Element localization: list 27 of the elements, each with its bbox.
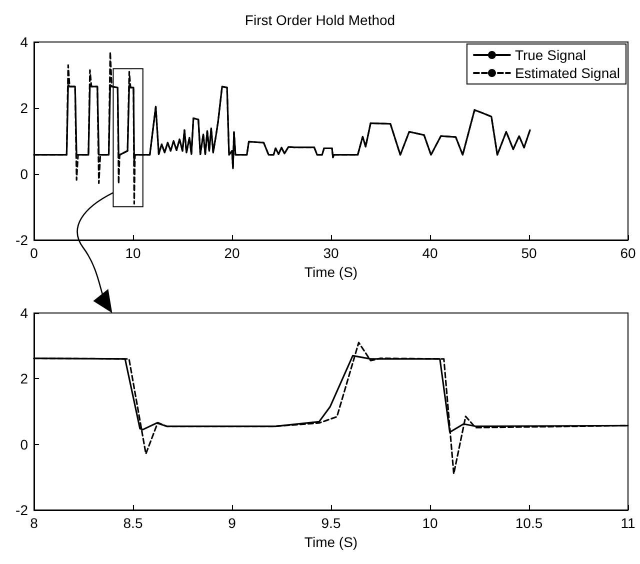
chart-title: First Order Hold Method bbox=[244, 12, 396, 28]
x-tick-label: 10 bbox=[422, 515, 438, 531]
x-tick-label: 0 bbox=[30, 245, 38, 261]
x-tick-label: 9 bbox=[228, 515, 236, 531]
y-tick-label: 4 bbox=[20, 305, 28, 321]
y-tick-label: -2 bbox=[16, 232, 28, 248]
x-tick-label: 50 bbox=[521, 245, 537, 261]
x-tick-label: 10 bbox=[125, 245, 141, 261]
x-tick-label: 9.5 bbox=[321, 515, 341, 531]
x-tick-label: 30 bbox=[323, 245, 339, 261]
y-tick-label: 4 bbox=[20, 34, 28, 50]
x-tick-label: 20 bbox=[224, 245, 240, 261]
x-tick-label: 40 bbox=[422, 245, 438, 261]
y-tick-label: -2 bbox=[16, 502, 28, 518]
x-tick-label: 11 bbox=[620, 515, 636, 531]
x-tick-label: 10.5 bbox=[515, 515, 543, 531]
y-tick-label: 0 bbox=[20, 436, 28, 452]
y-tick-label: 0 bbox=[20, 166, 28, 182]
x-axis-title: Time (S) bbox=[304, 264, 358, 280]
x-tick-label: 8.5 bbox=[123, 515, 143, 531]
legend-label: Estimated Signal bbox=[514, 65, 620, 81]
y-tick-label: 2 bbox=[20, 100, 28, 116]
x-axis-title: Time (S) bbox=[304, 534, 358, 550]
x-tick-label: 8 bbox=[30, 515, 38, 531]
y-tick-label: 2 bbox=[20, 370, 28, 387]
legend-label: True Signal bbox=[514, 47, 586, 63]
x-tick-label: 60 bbox=[620, 245, 636, 261]
